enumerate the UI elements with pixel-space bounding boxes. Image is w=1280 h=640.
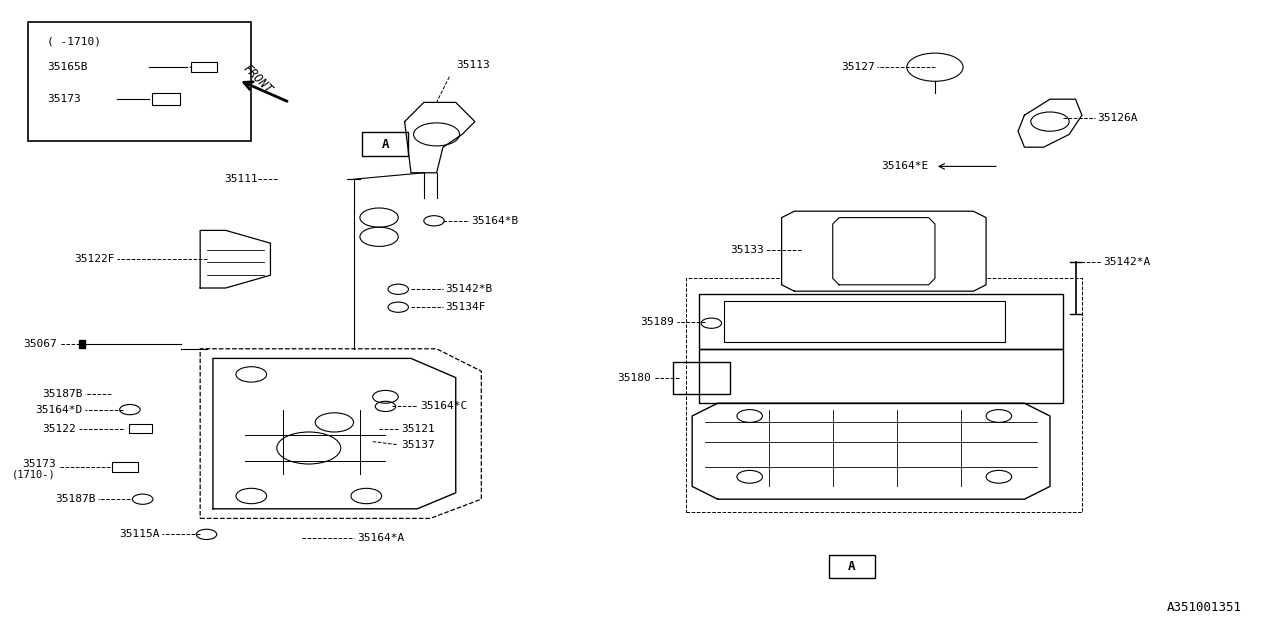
- Bar: [699, 294, 1062, 349]
- Text: 35137: 35137: [401, 440, 434, 450]
- Text: 35127: 35127: [841, 62, 876, 72]
- Text: 35173: 35173: [47, 94, 81, 104]
- Bar: [111, 462, 137, 472]
- Polygon shape: [1018, 99, 1082, 147]
- Bar: [699, 349, 1062, 403]
- Text: 35164*C: 35164*C: [420, 401, 467, 412]
- Text: A: A: [381, 138, 389, 150]
- Text: A: A: [849, 560, 855, 573]
- Text: 35142*A: 35142*A: [1103, 257, 1151, 268]
- Text: 35189: 35189: [640, 317, 675, 327]
- Text: 35067: 35067: [23, 339, 58, 349]
- Text: 35111: 35111: [224, 174, 257, 184]
- Polygon shape: [692, 403, 1050, 499]
- Text: 35187B: 35187B: [42, 388, 83, 399]
- Bar: [128, 424, 151, 433]
- Bar: [724, 301, 1005, 342]
- Text: 35173: 35173: [22, 459, 56, 469]
- Bar: [686, 278, 1082, 512]
- Polygon shape: [79, 340, 86, 348]
- Text: 35115A: 35115A: [119, 529, 159, 540]
- Text: 35164*E: 35164*E: [882, 161, 928, 172]
- Text: 35121: 35121: [401, 424, 434, 434]
- Text: 35164*D: 35164*D: [36, 404, 83, 415]
- Text: 35164*A: 35164*A: [357, 532, 404, 543]
- Bar: [151, 93, 179, 105]
- Text: 35134F: 35134F: [445, 302, 486, 312]
- Polygon shape: [404, 102, 475, 173]
- Text: 35133: 35133: [730, 244, 764, 255]
- Text: 35165B: 35165B: [47, 62, 87, 72]
- Bar: [191, 63, 216, 72]
- Bar: [673, 362, 731, 394]
- Text: 35122: 35122: [42, 424, 77, 434]
- Text: ( -1710): ( -1710): [47, 36, 101, 47]
- Text: A351001351: A351001351: [1166, 602, 1242, 614]
- Text: 35187B: 35187B: [55, 494, 96, 504]
- Text: 35142*B: 35142*B: [445, 284, 493, 294]
- Bar: [829, 555, 876, 578]
- Text: FRONT: FRONT: [241, 61, 275, 96]
- Text: 35122F: 35122F: [74, 254, 114, 264]
- Text: 35113: 35113: [456, 60, 489, 70]
- Text: 35180: 35180: [617, 372, 652, 383]
- Text: (1710-): (1710-): [12, 470, 56, 480]
- Polygon shape: [200, 230, 270, 288]
- Polygon shape: [782, 211, 986, 291]
- Text: 35164*B: 35164*B: [471, 216, 518, 226]
- Bar: [28, 22, 251, 141]
- Text: 35126A: 35126A: [1097, 113, 1138, 124]
- Bar: [362, 132, 408, 156]
